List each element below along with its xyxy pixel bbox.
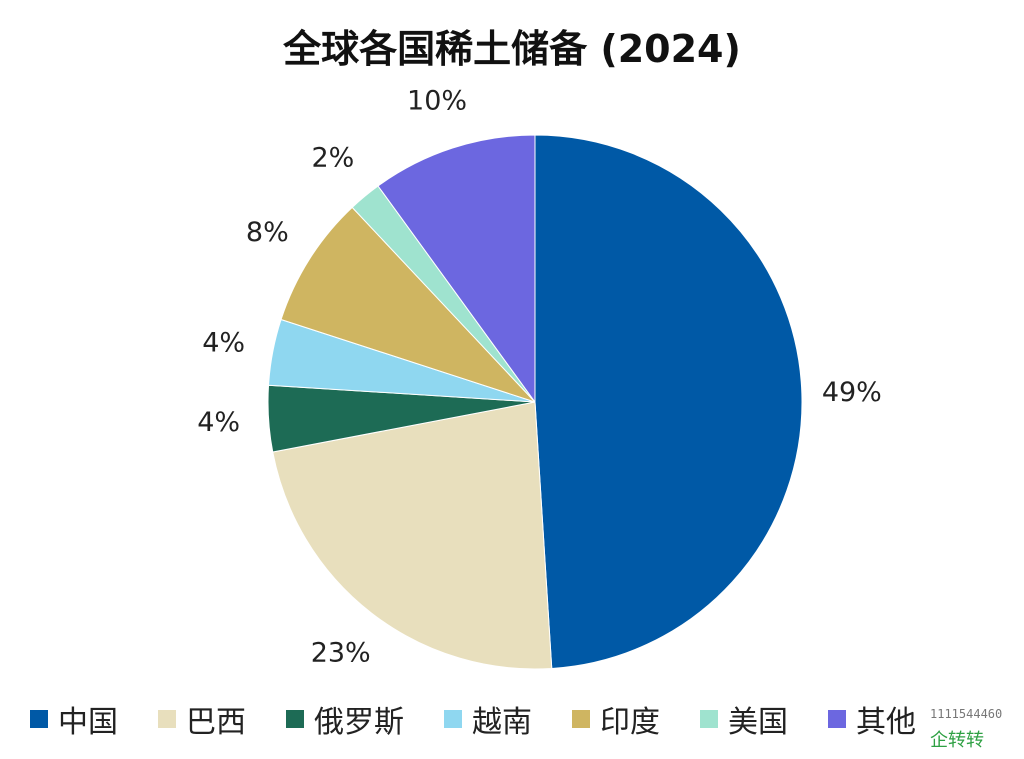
legend-swatch bbox=[828, 710, 846, 728]
legend-label: 越南 bbox=[472, 705, 532, 740]
slice-value-label-1: 23% bbox=[311, 637, 371, 668]
legend-item-4: 印度 bbox=[572, 697, 660, 741]
legend-item-1: 巴西 bbox=[158, 697, 246, 741]
legend-item-0: 中国 bbox=[30, 697, 118, 741]
legend-swatch bbox=[30, 710, 48, 728]
legend-item-3: 越南 bbox=[444, 697, 532, 741]
legend-swatch bbox=[286, 710, 304, 728]
legend-label: 中国 bbox=[58, 705, 118, 740]
slice-value-label-3: 4% bbox=[202, 328, 245, 359]
slice-value-label-2: 4% bbox=[197, 407, 240, 438]
legend-label: 印度 bbox=[600, 705, 660, 740]
legend-item-5: 美国 bbox=[700, 697, 788, 741]
legend-item-2: 俄罗斯 bbox=[286, 697, 404, 741]
pie-chart: 49% 23% 4% 4% 8% 2% 10% bbox=[197, 86, 882, 670]
pie-slice-1 bbox=[272, 401, 553, 670]
legend-label: 巴西 bbox=[186, 705, 246, 740]
slice-value-label-0: 49% bbox=[822, 377, 882, 408]
legend-swatch bbox=[572, 710, 590, 728]
legend-swatch bbox=[444, 710, 462, 728]
legend-label: 其他 bbox=[856, 705, 916, 740]
legend-label: 美国 bbox=[728, 705, 788, 740]
legend-item-6: 其他 bbox=[828, 697, 916, 741]
slice-value-label-6: 10% bbox=[407, 86, 467, 117]
pie-slice-0 bbox=[534, 134, 803, 670]
slice-value-label-5: 2% bbox=[312, 143, 355, 174]
pie-slice-6 bbox=[377, 134, 536, 404]
legend-swatch bbox=[700, 710, 718, 728]
slice-value-label-4: 8% bbox=[246, 217, 289, 248]
legend-label: 俄罗斯 bbox=[314, 705, 404, 740]
chart-legend: 中国 巴西 俄罗斯 越南 印度 美国 其他 bbox=[30, 695, 1020, 743]
pie-slice-4 bbox=[280, 206, 536, 403]
legend-swatch bbox=[158, 710, 176, 728]
chart-title: 全球各国稀土储备 (2024) bbox=[283, 27, 741, 71]
